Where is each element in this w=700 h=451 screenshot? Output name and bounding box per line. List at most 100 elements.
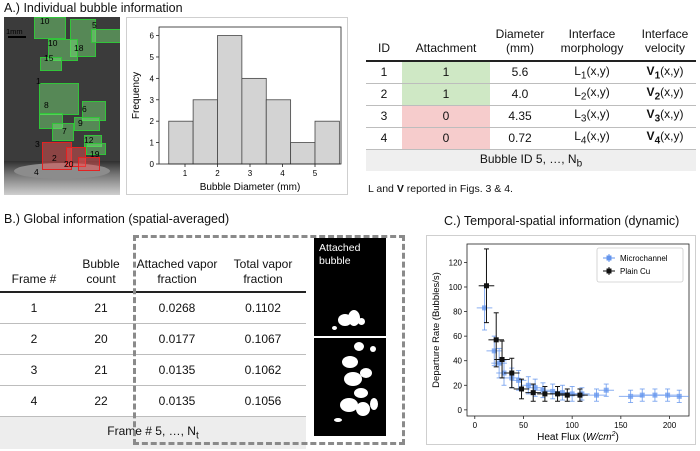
table-row: 3 21 0.0135 0.1062 (0, 354, 306, 386)
table-row: 4 0 0.72 L4(x,y) V4(x,y) (366, 127, 696, 150)
global-info-table: Frame # Bubble count Attached vapor frac… (0, 229, 306, 449)
bubble-info-table: ID Attachment Diameter (mm) Interface mo… (366, 18, 696, 171)
bubble-label: 8 (44, 100, 49, 110)
bubble-label: 5 (92, 20, 97, 30)
cell-attachment: 1 (402, 61, 490, 84)
x-tick-label: 4 (280, 169, 285, 178)
x-tick-label: 3 (248, 169, 253, 178)
microchannel-point (482, 305, 488, 311)
cell-morphology: L2(x,y) (550, 83, 634, 106)
bubble-label: 12 (84, 135, 94, 145)
vel-arg: (x,y) (660, 129, 684, 144)
bubble-box (52, 123, 74, 141)
bubble-label: 20 (64, 159, 74, 169)
cell-attached: 0.0135 (134, 385, 220, 417)
x-tick-label: 1 (183, 169, 188, 178)
bubble-box (86, 143, 106, 155)
scale-bar (8, 36, 26, 38)
vel-arg: (x,y) (660, 63, 684, 78)
histogram-bar (290, 142, 316, 165)
plain-cu-point (493, 337, 499, 343)
legend-box (596, 247, 684, 283)
cell-attached: 0.0177 (134, 323, 220, 355)
cell-attached: 0.0268 (134, 292, 220, 324)
x-tick-label: 100 (565, 421, 579, 430)
y-tick-label: 2 (150, 117, 155, 126)
table-row: 1 1 5.6 L1(x,y) V1(x,y) (366, 61, 696, 84)
bubble-box (84, 135, 102, 147)
table-footer: Bubble ID 5, …, Nb (366, 149, 696, 171)
microchannel-point (639, 392, 645, 398)
col-header-attached: Attached vapor fraction (136, 257, 218, 286)
morph-main: L (574, 63, 581, 78)
departure-rate-panel: 0 50 100 150 200 0 20 40 60 80 100 120 Microchannel P… (426, 235, 696, 445)
morph-arg: (x,y) (586, 63, 610, 78)
bubble-box (39, 113, 63, 129)
microchannel-point (550, 388, 556, 394)
cell-diameter: 5.6 (490, 61, 550, 84)
microchannel-point (532, 385, 538, 391)
footer-main: Frame # 5, …, N (107, 424, 196, 439)
microchannel-point (540, 387, 546, 393)
y-tick-label: 6 (150, 32, 155, 41)
note-post: reported in Figs. 3 & 4. (403, 183, 513, 195)
morph-arg: (x,y) (586, 85, 610, 100)
x-axis-label: Bubble Diameter (mm) (200, 182, 301, 193)
microchannel-point (569, 391, 575, 397)
departure-rate-chart: 0 50 100 150 200 0 20 40 60 80 100 120 Microchannel P… (431, 243, 690, 443)
microchannel-point (559, 390, 565, 396)
bubble-label: 2 (52, 153, 57, 163)
bubble-label: 4 (34, 167, 39, 177)
x-tick-label: 0 (473, 421, 478, 430)
note-pre: L and (368, 183, 397, 195)
bubble-label: 10 (48, 38, 58, 48)
microchannel-point (516, 377, 522, 383)
col-header-attachment: Attachment (415, 41, 477, 56)
microchannel-point (594, 392, 599, 398)
cell-diameter: 0.72 (490, 127, 550, 150)
y-tick-label: 0 (458, 406, 463, 415)
bubble-box (39, 83, 79, 115)
plain-cu-point (555, 391, 561, 397)
footer-main: Bubble ID 5, …, N (479, 151, 577, 166)
y-tick-label: 80 (453, 308, 462, 317)
plain-cu-point (542, 391, 548, 397)
cell-attached: 0.0135 (134, 354, 220, 386)
bubble-box (48, 39, 78, 61)
bubble-box (40, 57, 62, 71)
col-header-frame: Frame # (11, 271, 57, 286)
y-tick-label: 20 (453, 381, 462, 390)
morph-main: L (574, 129, 581, 144)
bubble-label: 7 (62, 126, 67, 136)
microchannel-point (525, 382, 531, 388)
bubble-box (82, 101, 106, 121)
attached-bubble-label: Attached bubble (319, 242, 361, 267)
plain-cu-point (509, 370, 515, 376)
vel-sub: 4 (654, 135, 661, 147)
morph-main: L (574, 107, 581, 122)
bubble-label: 10 (40, 17, 50, 26)
bubble-label: 1 (36, 76, 41, 86)
morph-arg: (x,y) (586, 129, 610, 144)
cell-morphology: L1(x,y) (550, 61, 634, 84)
bubble-detection-image: 1mm 10 5 18 10 15 1 8 6 9 7 3 12 19 2 20… (4, 17, 120, 195)
cell-count: 22 (68, 385, 134, 417)
vel-arg: (x,y) (660, 107, 684, 122)
plot-frame (466, 243, 690, 417)
attached-bubble-mask: Attached bubble (314, 238, 386, 436)
col-header-id: ID (378, 41, 390, 56)
table-row: 2 20 0.0177 0.1067 (0, 323, 306, 355)
legend-marker (606, 255, 612, 261)
cell-attachment: 0 (402, 105, 490, 128)
vel-sub: 1 (654, 69, 661, 81)
histogram-bar (168, 120, 194, 165)
microchannel-point (665, 392, 671, 398)
y-tick-label: 120 (449, 258, 463, 267)
microchannel-point (628, 393, 634, 399)
cell-diameter: 4.0 (490, 83, 550, 106)
col-header-diameter: Diameter (mm) (495, 27, 545, 56)
col-header-velocity: Interface velocity (641, 27, 689, 56)
x-tick-label: 200 (663, 421, 677, 430)
histogram-bar (217, 35, 243, 165)
scale-label: 1mm (6, 27, 23, 36)
